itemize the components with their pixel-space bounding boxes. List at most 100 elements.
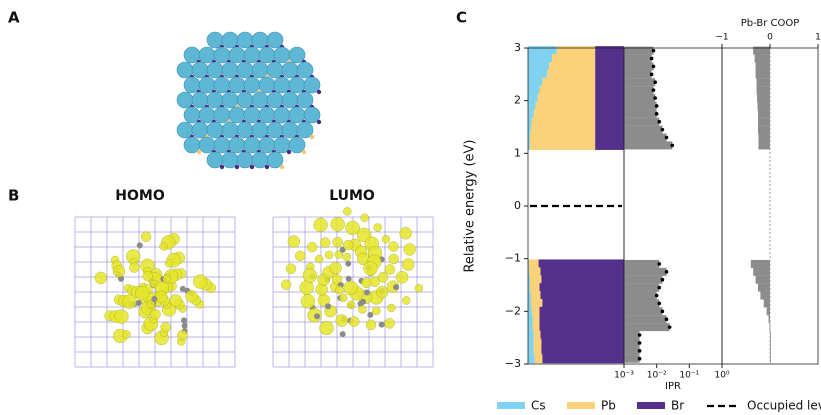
ipr-bar: [624, 307, 663, 316]
orbital-label: HOMO: [115, 188, 165, 204]
ipr-bar: [624, 354, 640, 363]
ipr-bar: [624, 46, 654, 55]
y-tick-label: 1: [514, 146, 521, 159]
atom: [181, 322, 188, 329]
point: [667, 325, 672, 329]
orbital-lobe: [342, 239, 354, 251]
orbital-lobe: [402, 296, 411, 305]
bar-segment: [595, 54, 624, 64]
bar: [760, 291, 770, 300]
orbital-lobe: [313, 217, 328, 233]
point: [664, 270, 669, 274]
bar-segment: [541, 346, 624, 356]
orbital-lobe: [142, 270, 153, 282]
bar-segment: [595, 133, 624, 143]
bar-segment: [530, 125, 596, 135]
x-tick-label: 10⁻²: [647, 371, 667, 381]
bar-segment: [595, 93, 624, 103]
panel-label: C: [456, 9, 467, 27]
orbital-lobe: [388, 241, 399, 252]
bar: [755, 70, 770, 79]
bar: [750, 259, 770, 268]
x-tick-label: −1: [715, 33, 728, 43]
bar: [758, 133, 770, 142]
orbital-lobe: [332, 236, 343, 248]
atom: [301, 149, 307, 155]
orbital-lobe: [122, 294, 137, 309]
ipr-bar: [624, 94, 656, 103]
orbital-lobe: [140, 231, 152, 242]
orbital-lobe: [319, 237, 331, 248]
point: [657, 285, 662, 290]
atom: [360, 298, 367, 305]
orbital-lobe: [314, 254, 324, 264]
bar-segment: [547, 69, 596, 79]
bar-segment: [595, 77, 624, 87]
renderings: [74, 31, 434, 368]
ipr-bar: [624, 259, 660, 268]
orbital-lobe: [146, 299, 156, 309]
orbital-label: LUMO: [329, 188, 375, 204]
atom: [303, 106, 321, 124]
atom: [367, 311, 374, 318]
atom: [339, 331, 346, 338]
point: [654, 112, 659, 116]
ipr-bar: [624, 299, 660, 308]
legend-label: Cs: [531, 399, 546, 413]
orbital-lobe: [377, 272, 389, 283]
orbital-lobe: [129, 262, 140, 273]
bar-segment: [549, 61, 596, 71]
bar: [770, 331, 771, 340]
bar: [766, 307, 770, 316]
bar-segment: [556, 46, 596, 56]
bar: [758, 141, 770, 150]
orbital-lobe: [164, 259, 174, 268]
bar-segment: [533, 346, 542, 356]
orbital-lobe: [363, 261, 378, 276]
bar-segment: [528, 314, 533, 324]
bar-segment: [528, 306, 532, 316]
bar-segment: [595, 61, 624, 71]
bar-segment: [528, 338, 534, 348]
ipr-bar: [624, 101, 657, 110]
atom: [219, 164, 225, 170]
orbital-lobe: [160, 322, 171, 333]
bar-segment: [538, 259, 624, 269]
orbital-lobe: [150, 309, 161, 320]
atom: [181, 317, 188, 324]
orbital-lobe: [300, 294, 316, 309]
legend-label: Occupied levels: [747, 399, 821, 413]
orbital-lobe: [335, 314, 348, 327]
bar-segment: [539, 322, 624, 332]
point: [664, 135, 669, 140]
atom: [286, 149, 292, 155]
atom: [316, 119, 322, 125]
orbital-lobe: [403, 243, 416, 256]
orbital-lobe: [114, 309, 129, 324]
point: [660, 309, 665, 314]
ipr-bar: [624, 291, 657, 300]
atom: [393, 284, 400, 291]
point: [657, 262, 662, 266]
orbital-lobe: [387, 303, 396, 313]
bar-segment: [595, 101, 624, 111]
bar-segment: [528, 291, 531, 301]
orbital-lobe: [384, 264, 395, 275]
bar: [753, 267, 770, 276]
bar-segment: [528, 259, 539, 269]
bar-segment: [528, 322, 533, 332]
atom: [325, 303, 332, 310]
bar-segment: [528, 101, 536, 111]
bar-segment: [528, 61, 550, 71]
bar-segment: [529, 283, 540, 293]
bar-segment: [539, 306, 624, 316]
orbital-lobe: [330, 217, 345, 232]
legend-swatch: [637, 402, 665, 409]
bar-segment: [542, 298, 624, 308]
point: [649, 72, 654, 77]
point: [670, 143, 675, 148]
atom: [118, 275, 125, 282]
orbital-lobe: [343, 207, 352, 216]
ipr-bar: [624, 54, 652, 63]
